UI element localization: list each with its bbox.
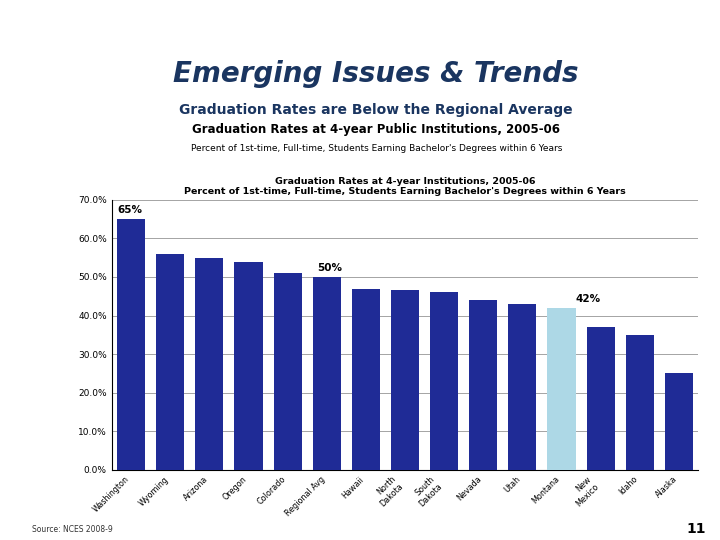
- Bar: [469, 300, 498, 470]
- Bar: [430, 292, 458, 470]
- Bar: [626, 335, 654, 470]
- Bar: [235, 261, 263, 470]
- Bar: [156, 254, 184, 470]
- Text: 11: 11: [686, 522, 706, 536]
- Text: MONTANA UNIVERSITY SYSTEM: MONTANA UNIVERSITY SYSTEM: [197, 18, 466, 32]
- Text: Graduation Rates at 4-year Public Institutions, 2005-06: Graduation Rates at 4-year Public Instit…: [192, 123, 560, 136]
- Text: 42%: 42%: [575, 294, 600, 304]
- Text: Graduation Rates are Below the Regional Average: Graduation Rates are Below the Regional …: [179, 103, 573, 117]
- Bar: [547, 308, 575, 470]
- Text: back: back: [4, 491, 28, 501]
- Bar: [391, 291, 419, 470]
- Bar: [274, 273, 302, 470]
- Text: Percent of 1st-time, Full-time, Students Earning Bachelor's Degrees within 6 Yea: Percent of 1st-time, Full-time, Students…: [191, 144, 562, 153]
- Bar: [312, 277, 341, 470]
- Text: 50%: 50%: [317, 263, 342, 273]
- Text: Emerging Issues & Trends: Emerging Issues & Trends: [174, 60, 579, 87]
- Bar: [117, 219, 145, 470]
- Bar: [665, 373, 693, 470]
- Title: Graduation Rates at 4-year Institutions, 2005-06
Percent of 1st-time, Full-time,: Graduation Rates at 4-year Institutions,…: [184, 177, 626, 196]
- Bar: [195, 258, 223, 470]
- Text: 65%: 65%: [117, 205, 143, 215]
- Bar: [587, 327, 615, 470]
- Text: Source: NCES 2008-9: Source: NCES 2008-9: [32, 525, 113, 534]
- Bar: [508, 304, 536, 470]
- Bar: [352, 288, 380, 470]
